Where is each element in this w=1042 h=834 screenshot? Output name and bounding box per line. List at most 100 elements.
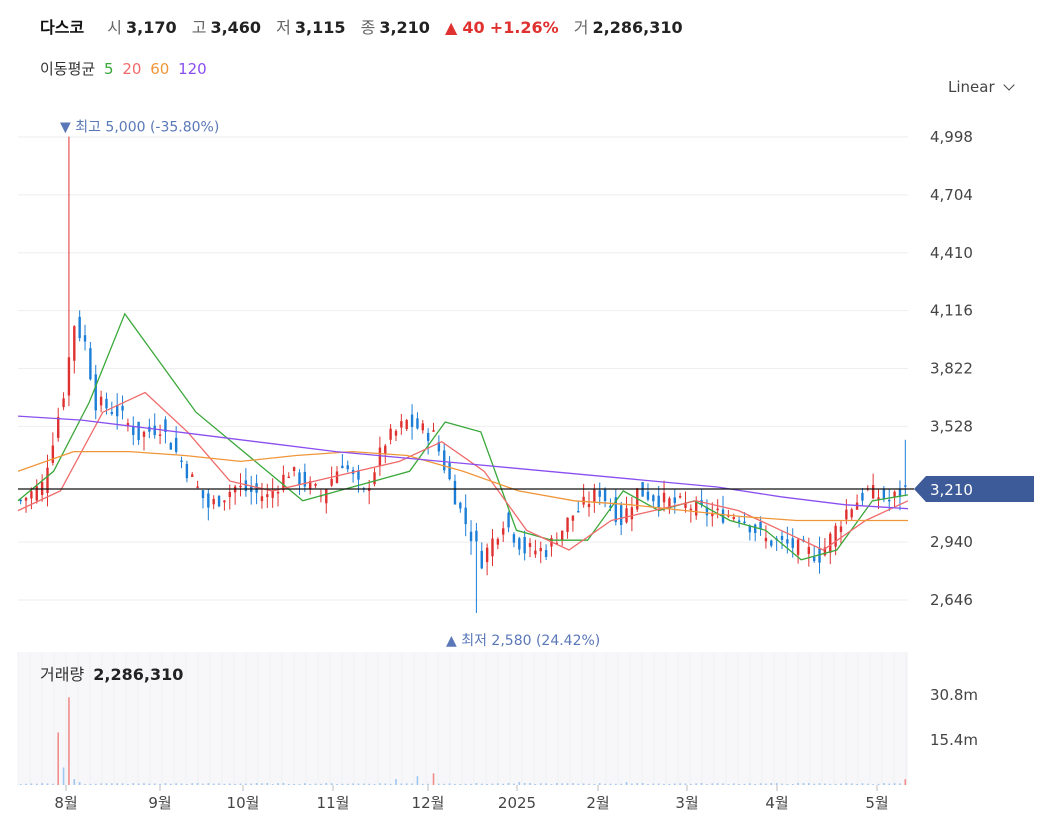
volume-bar [572,783,574,785]
candle-body [448,462,451,480]
time-tick-label: 8월 [54,794,77,812]
candle-body [603,488,607,502]
candle-body [480,550,483,569]
price-tick-label: 3,822 [930,360,973,378]
volume-bar [561,783,563,785]
candle-body [507,512,510,528]
candle-body [737,520,741,522]
price-tick-label: 4,410 [930,244,973,262]
candle-body [73,326,76,361]
ma60-label[interactable]: 60 [150,60,170,78]
price-grid [18,136,908,601]
volume-bar [529,783,531,785]
volume-bar [770,783,773,785]
volume-bar [577,783,580,785]
candle-body [443,450,446,471]
candle-body [587,503,591,508]
chevron-down-icon [1002,79,1015,91]
volume-bar [148,783,151,785]
volume-bar [105,783,108,785]
volume-bar [78,782,81,785]
annotations: 3,210 ▼ 최고 5,000 (-35.80%) ▲ 최저 2,580 (24.… [18,120,1034,649]
candle-body [30,491,33,499]
volume-bar [491,783,494,785]
candle-body [223,500,226,503]
candle-body [609,505,612,508]
candle-body [260,496,264,502]
candle-body [174,437,178,452]
candle-body [266,494,269,498]
candle-body [46,467,49,494]
current-price-badge [914,475,1034,502]
candle-body [239,485,242,488]
volume-bar [893,783,896,785]
volume-bar [341,783,344,785]
volume-bar [690,783,692,785]
candle-body [748,525,752,533]
volume-bar [754,783,756,785]
candle-body [496,538,500,545]
volume-bar [706,784,708,785]
scale-selector[interactable]: Linear [948,78,1015,96]
volume-bar [904,779,907,785]
time-tick-label: 12월 [412,794,445,812]
volume-bar [212,783,215,785]
volume-bar [845,783,848,785]
volume-bar [153,783,156,785]
volume-bar [121,783,124,785]
candle-body [83,335,87,342]
candle-body [566,517,569,532]
candle-body [405,420,408,430]
volume-bar [791,784,794,785]
volume-bar [389,783,392,785]
candle-body [201,490,205,499]
price-tick-label: 2,940 [930,533,973,551]
price-tick-label: 3,528 [930,417,973,435]
price-axis: 4,998 4,704 4,410 4,116 3,822 3,528 2,940 2,646 [930,128,973,609]
volume-bar [89,783,92,785]
ma20-label[interactable]: 20 [122,60,142,78]
candle-body [818,547,821,563]
candle-body [158,434,162,436]
candle-body [137,421,140,440]
volume-bar [507,782,510,785]
ma120-label[interactable]: 120 [178,60,207,78]
volume-bar [202,783,204,785]
volume-bar [700,783,703,785]
candle-body [598,490,601,497]
candle-body [89,348,92,380]
candle-body [657,495,660,508]
ma5-label[interactable]: 5 [103,60,114,78]
candle-body [485,547,489,563]
candle-body [453,480,457,505]
volume-bar [518,782,521,785]
volume-bar [888,783,891,785]
close-label: 종 [360,18,376,37]
volume-bar [883,783,885,785]
high-annotation: ▼ 최고 5,000 (-35.80%) [60,120,219,136]
volume-bar [743,783,746,785]
candle-body [426,432,430,442]
volume-bar [486,783,488,785]
candle-body [625,508,628,523]
time-tick-label: 11월 [317,794,350,812]
volume-bar [62,767,65,785]
candle-body [866,488,869,490]
candle-body [287,476,290,479]
volume-bar [840,783,842,785]
volume-bar [802,783,805,785]
volume-bar [170,783,172,785]
candle-body [877,497,880,501]
candle-body [812,557,816,562]
volume-bar [625,782,628,785]
volume-bar [727,784,730,785]
volume-bar [631,783,633,785]
volume-bar [175,783,177,785]
scale-label: Linear [948,78,995,96]
candle-body [319,495,323,497]
volume-bar [566,783,569,785]
candle-body [855,502,859,510]
volume-bar [679,783,681,785]
candle-body [416,418,419,429]
